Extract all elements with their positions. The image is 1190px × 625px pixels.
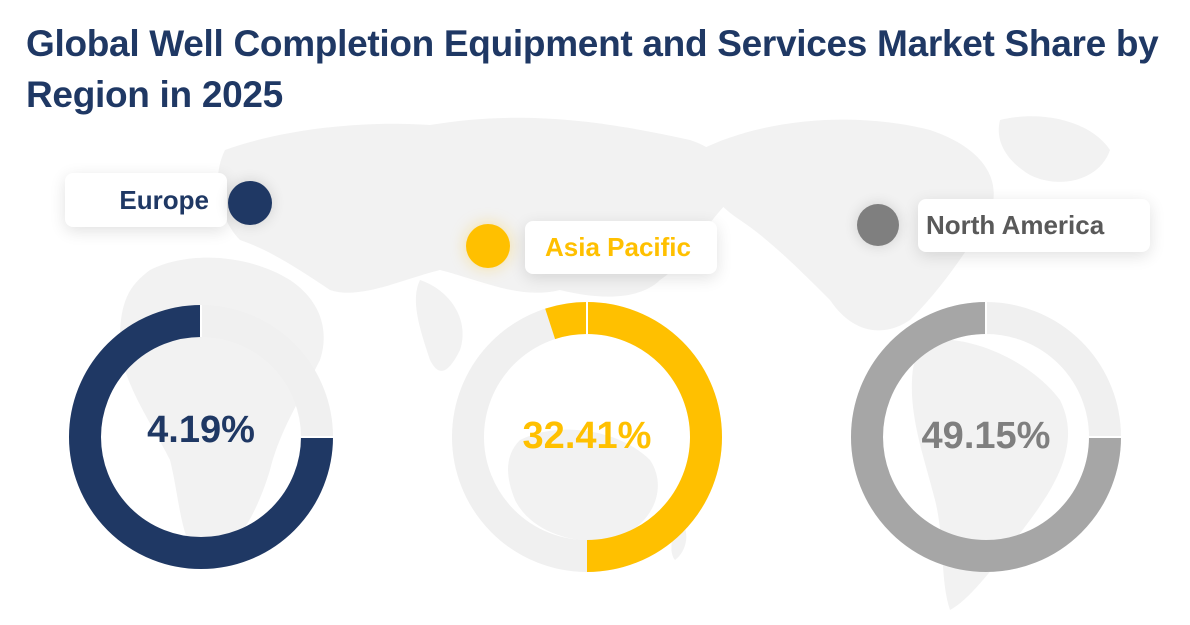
asia-pacific-label-text: Asia Pacific bbox=[545, 232, 691, 262]
north-america-donut bbox=[851, 302, 1121, 572]
europe-label: Europe bbox=[65, 173, 227, 227]
asia-pacific-marker-dot bbox=[466, 224, 510, 268]
europe-donut bbox=[69, 305, 333, 569]
chart-title: Global Well Completion Equipment and Ser… bbox=[26, 23, 1159, 115]
north-america-label: North America bbox=[918, 199, 1150, 252]
north-america-value: 49.15% bbox=[921, 415, 1051, 457]
europe-label-text: Europe bbox=[119, 184, 209, 215]
north-america-marker-dot bbox=[857, 204, 899, 246]
asia-pacific-value: 32.41% bbox=[522, 415, 652, 457]
europe-value: 4.19% bbox=[147, 409, 255, 451]
north-america-label-text: North America bbox=[926, 210, 1105, 240]
asia-pacific-label: Asia Pacific bbox=[525, 221, 717, 274]
europe-marker-dot bbox=[228, 181, 272, 225]
asia-pacific-donut bbox=[452, 302, 722, 572]
